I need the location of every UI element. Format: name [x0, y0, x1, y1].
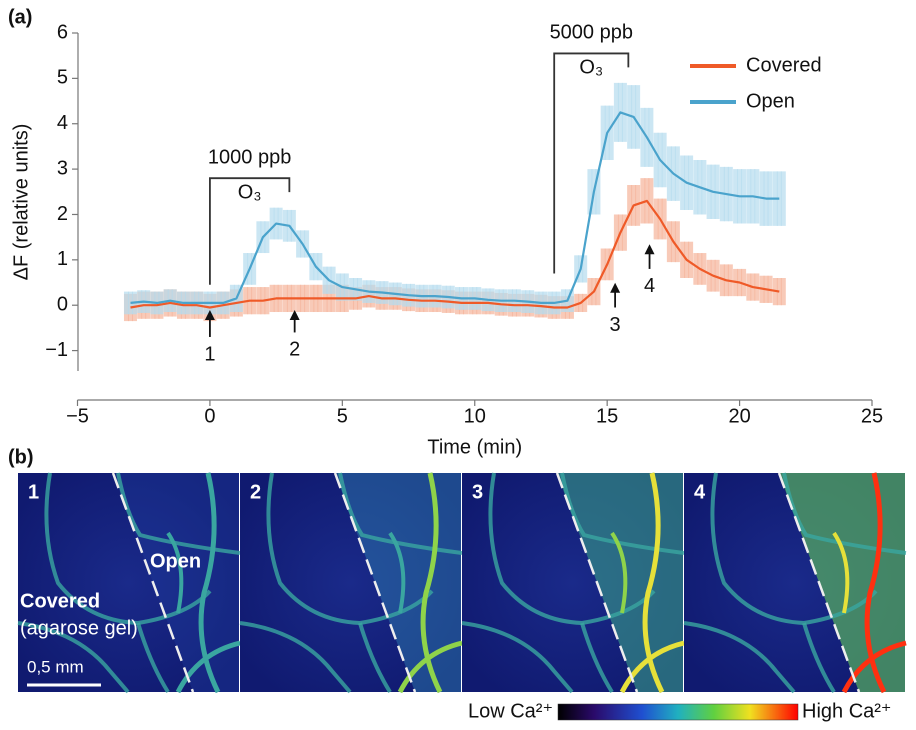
cell-wall: [17, 621, 130, 694]
cell-wall: [560, 472, 685, 555]
arrow-head: [289, 310, 300, 321]
x-axis-label: Time (min): [427, 436, 522, 458]
exposure-bracket: [553, 52, 630, 274]
arrow-head: [610, 282, 621, 293]
cell-wall: [461, 621, 574, 694]
open-label: Open: [150, 550, 201, 572]
image-label: 3: [472, 481, 483, 503]
colorbar-high: High Ca²⁺: [802, 700, 891, 722]
image-label: 4: [694, 481, 706, 503]
panel-label: (a): [8, 6, 32, 28]
x-tick-label: 15: [596, 405, 618, 427]
cell-wall-open: [388, 531, 406, 614]
exposure-label: 1000 ppb: [208, 146, 291, 168]
boundary: [111, 472, 195, 693]
x-tick-label: 5: [337, 405, 348, 427]
covered-note: (agarose gel): [20, 617, 138, 639]
scale-bar-label: 0,5 mm: [27, 657, 84, 676]
x-tick-label: 10: [464, 405, 486, 427]
exposure-gas: O₃: [579, 57, 603, 79]
cell-wall-open: [610, 531, 628, 614]
exposure-label: 5000 ppb: [550, 22, 633, 44]
y-tick-label: 6: [57, 21, 68, 43]
cell-wall: [239, 621, 352, 694]
exposure-bracket: [209, 177, 291, 285]
legend-label: Open: [746, 90, 795, 112]
cell-wall: [802, 622, 836, 694]
cell-wall: [136, 622, 170, 694]
micrograph: 3: [461, 472, 685, 694]
cell-wall: [580, 622, 614, 694]
y-tick-label: 5: [57, 67, 68, 89]
open-region: [113, 473, 239, 692]
covered-label: Covered: [20, 590, 100, 612]
y-tick-label: 2: [57, 203, 68, 225]
panel-label: (b): [8, 446, 34, 468]
cell-wall: [358, 622, 392, 694]
boundary: [333, 472, 417, 693]
arrow-label: 2: [289, 339, 300, 361]
x-tick-label: 20: [728, 405, 750, 427]
series-line: [130, 111, 780, 304]
legend-label: Covered: [746, 54, 822, 76]
y-tick-label: 0: [57, 293, 68, 315]
arrow-label: 1: [204, 343, 215, 365]
micrograph: 2: [239, 472, 463, 694]
cell-wall-open: [166, 531, 184, 614]
colorbar: [557, 703, 799, 721]
cell-wall: [338, 472, 463, 555]
boundary: [777, 472, 861, 693]
arrow-label: 4: [644, 275, 655, 297]
open-region: [557, 473, 683, 692]
cell-wall-open: [175, 640, 241, 694]
cell-wall-open: [619, 640, 685, 694]
x-tick-label: −5: [66, 405, 89, 427]
cell-wall: [782, 472, 907, 555]
image-label: 2: [250, 481, 261, 503]
series-line: [130, 199, 780, 309]
open-region: [779, 473, 905, 692]
y-tick-label: 1: [57, 248, 68, 270]
cell-wall-open: [397, 640, 463, 694]
y-tick-label: 4: [57, 112, 68, 134]
y-tick-label: −1: [45, 339, 68, 361]
micrograph: 4: [683, 472, 907, 694]
y-tick-label: 3: [57, 157, 68, 179]
exposure-gas: O₃: [238, 181, 262, 203]
arrow-label: 3: [610, 314, 621, 336]
cell-wall-open: [832, 531, 850, 614]
x-tick-label: 25: [861, 405, 883, 427]
open-region: [335, 473, 461, 692]
cell-wall-open: [841, 640, 907, 694]
boundary: [555, 472, 639, 693]
arrow-head: [204, 310, 215, 321]
cell-wall: [116, 472, 241, 555]
cell-wall: [683, 621, 796, 694]
y-axis-label: ΔF (relative units): [10, 124, 32, 281]
colorbar-low: Low Ca²⁺: [468, 700, 553, 722]
arrow-head: [644, 244, 655, 255]
image-label: 1: [28, 481, 39, 503]
micrograph: 1: [17, 472, 241, 694]
x-tick-label: 0: [204, 405, 215, 427]
